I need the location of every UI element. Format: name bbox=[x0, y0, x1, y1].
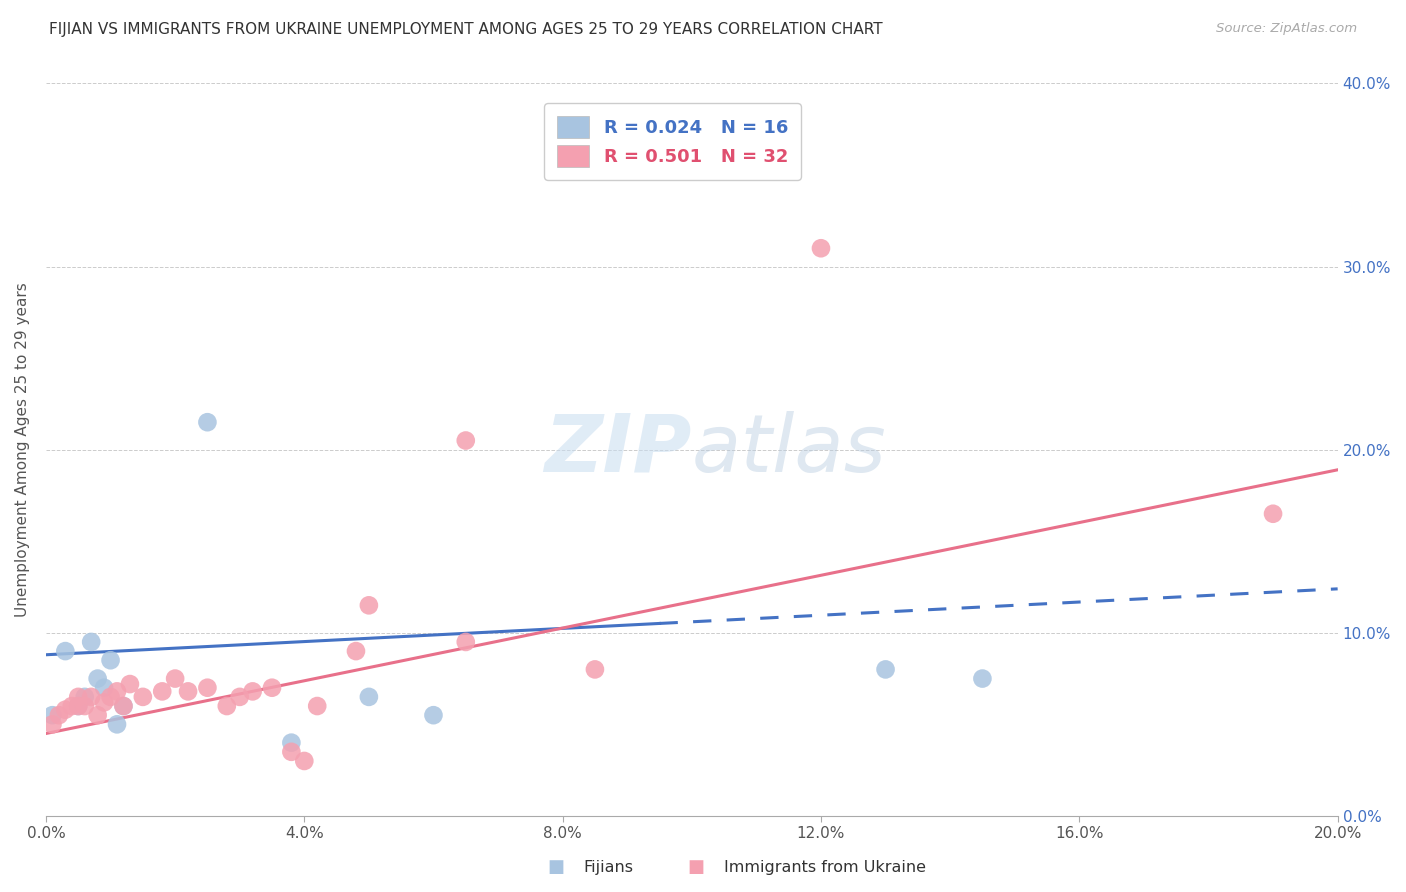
Point bbox=[80, 635, 103, 649]
Point bbox=[73, 699, 96, 714]
Point bbox=[454, 434, 477, 448]
Point bbox=[357, 690, 380, 704]
Point bbox=[583, 662, 606, 676]
Point bbox=[307, 699, 329, 714]
Point bbox=[93, 695, 115, 709]
Point bbox=[292, 754, 315, 768]
Text: Fijians: Fijians bbox=[583, 860, 634, 874]
Point bbox=[41, 717, 63, 731]
Point bbox=[73, 690, 96, 704]
Point bbox=[228, 690, 250, 704]
Point bbox=[810, 241, 832, 255]
Point bbox=[112, 699, 135, 714]
Point bbox=[280, 736, 302, 750]
Text: ■: ■ bbox=[547, 858, 564, 876]
Point bbox=[165, 672, 187, 686]
Point bbox=[242, 684, 264, 698]
Text: Immigrants from Ukraine: Immigrants from Ukraine bbox=[724, 860, 927, 874]
Point bbox=[280, 745, 302, 759]
Point bbox=[150, 684, 173, 698]
Point bbox=[48, 708, 70, 723]
Text: Source: ZipAtlas.com: Source: ZipAtlas.com bbox=[1216, 22, 1357, 36]
Point bbox=[260, 681, 283, 695]
Point bbox=[67, 699, 90, 714]
Point bbox=[53, 703, 76, 717]
Point bbox=[454, 635, 477, 649]
Point bbox=[41, 708, 63, 723]
Point bbox=[105, 684, 128, 698]
Point bbox=[972, 672, 994, 686]
Point bbox=[422, 708, 444, 723]
Y-axis label: Unemployment Among Ages 25 to 29 years: Unemployment Among Ages 25 to 29 years bbox=[15, 282, 30, 617]
Text: FIJIAN VS IMMIGRANTS FROM UKRAINE UNEMPLOYMENT AMONG AGES 25 TO 29 YEARS CORRELA: FIJIAN VS IMMIGRANTS FROM UKRAINE UNEMPL… bbox=[49, 22, 883, 37]
Point bbox=[177, 684, 200, 698]
Point bbox=[118, 677, 141, 691]
Point bbox=[80, 690, 103, 704]
Point bbox=[197, 681, 219, 695]
Point bbox=[344, 644, 367, 658]
Legend: R = 0.024   N = 16, R = 0.501   N = 32: R = 0.024 N = 16, R = 0.501 N = 32 bbox=[544, 103, 801, 180]
Point bbox=[100, 653, 122, 667]
Point bbox=[875, 662, 897, 676]
Point bbox=[112, 699, 135, 714]
Point bbox=[105, 717, 128, 731]
Point bbox=[132, 690, 155, 704]
Point bbox=[67, 699, 90, 714]
Text: ■: ■ bbox=[688, 858, 704, 876]
Point bbox=[93, 681, 115, 695]
Point bbox=[53, 644, 76, 658]
Point bbox=[1261, 507, 1284, 521]
Text: atlas: atlas bbox=[692, 410, 887, 489]
Point bbox=[357, 599, 380, 613]
Point bbox=[86, 672, 108, 686]
Point bbox=[67, 690, 90, 704]
Point bbox=[197, 415, 219, 429]
Point bbox=[86, 708, 108, 723]
Point bbox=[60, 699, 83, 714]
Point bbox=[215, 699, 238, 714]
Point bbox=[100, 690, 122, 704]
Text: ZIP: ZIP bbox=[544, 410, 692, 489]
